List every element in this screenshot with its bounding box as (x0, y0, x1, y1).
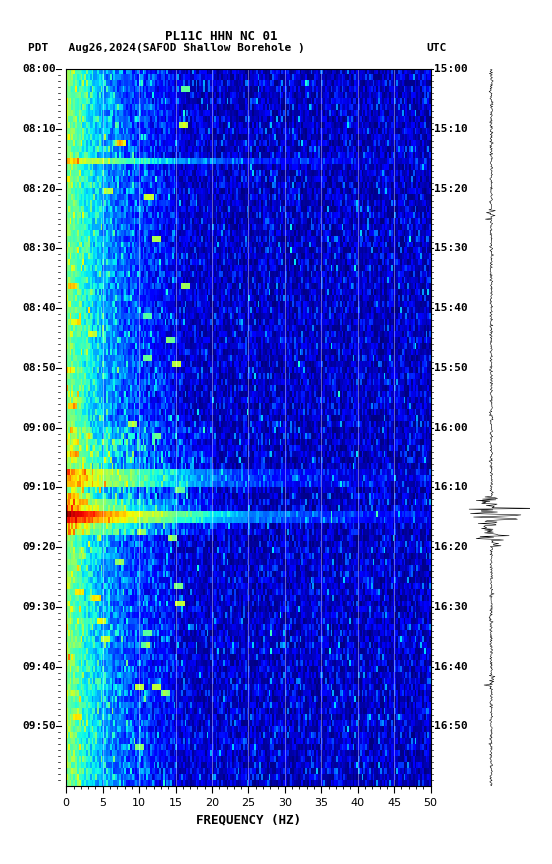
Text: 09:40: 09:40 (23, 662, 56, 671)
Text: (SAFOD Shallow Borehole ): (SAFOD Shallow Borehole ) (136, 43, 305, 54)
Text: PDT   Aug26,2024: PDT Aug26,2024 (28, 43, 136, 54)
Text: 15:00: 15:00 (434, 64, 468, 74)
Text: 09:10: 09:10 (23, 482, 56, 492)
Text: 15:20: 15:20 (434, 184, 468, 194)
Text: 09:50: 09:50 (23, 721, 56, 732)
Text: 16:00: 16:00 (434, 422, 468, 433)
Text: 16:20: 16:20 (434, 543, 468, 552)
Text: 09:30: 09:30 (23, 602, 56, 612)
X-axis label: FREQUENCY (HZ): FREQUENCY (HZ) (196, 814, 301, 827)
Text: 08:20: 08:20 (23, 184, 56, 194)
Text: 15:10: 15:10 (434, 124, 468, 134)
Text: 15:40: 15:40 (434, 303, 468, 313)
Text: 09:00: 09:00 (23, 422, 56, 433)
Text: 09:20: 09:20 (23, 543, 56, 552)
Text: 08:40: 08:40 (23, 303, 56, 313)
Text: 15:50: 15:50 (434, 363, 468, 373)
Text: 08:50: 08:50 (23, 363, 56, 373)
Text: 16:10: 16:10 (434, 482, 468, 492)
Text: 16:50: 16:50 (434, 721, 468, 732)
Text: 16:30: 16:30 (434, 602, 468, 612)
Text: 08:30: 08:30 (23, 244, 56, 253)
Text: 08:00: 08:00 (23, 64, 56, 74)
Text: 08:10: 08:10 (23, 124, 56, 134)
Text: UTC: UTC (426, 43, 446, 54)
Text: PL11C HHN NC 01: PL11C HHN NC 01 (164, 30, 277, 43)
Text: 15:30: 15:30 (434, 244, 468, 253)
Text: 16:40: 16:40 (434, 662, 468, 671)
